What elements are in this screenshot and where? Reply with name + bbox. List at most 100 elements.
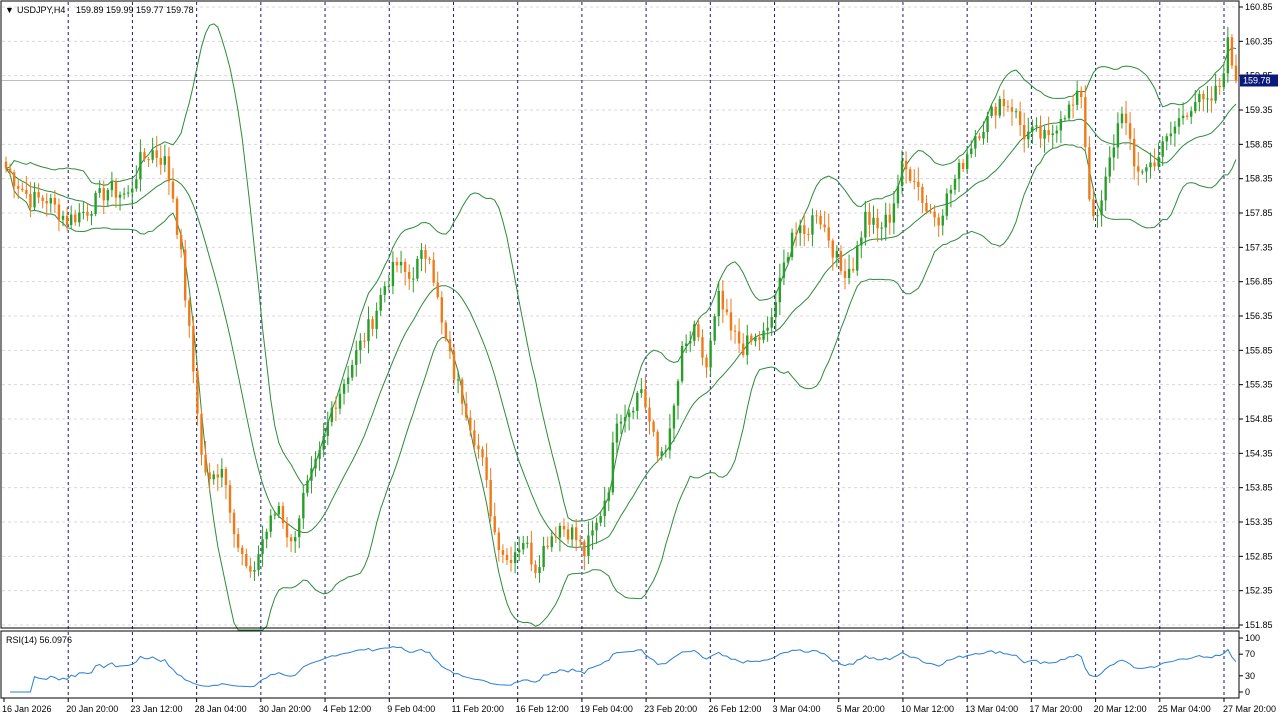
- candle: [746, 324, 749, 365]
- candle: [473, 419, 476, 452]
- current-price-tag: 159.78: [1240, 74, 1278, 87]
- candle: [1214, 73, 1217, 104]
- candle: [1120, 106, 1124, 129]
- candle: [440, 291, 443, 335]
- candle: [729, 298, 733, 341]
- candle: [835, 245, 839, 268]
- candle: [990, 103, 993, 119]
- candle: [1027, 117, 1030, 148]
- candle: [680, 341, 684, 384]
- candle: [82, 201, 85, 220]
- rsi-tick-label: 70: [1245, 649, 1255, 659]
- candle: [717, 281, 720, 327]
- candle: [1116, 112, 1120, 159]
- candle: [330, 401, 334, 427]
- candle: [1006, 100, 1010, 112]
- candle: [1189, 106, 1193, 125]
- price-tick-label: 157.85: [1245, 208, 1273, 218]
- candle: [1063, 115, 1067, 122]
- candle: [1165, 133, 1168, 151]
- rsi-tick-label: 100: [1245, 633, 1260, 643]
- candle: [1023, 112, 1026, 153]
- candle: [1108, 146, 1111, 183]
- time-tick-label: 5 Mar 20:00: [837, 704, 885, 714]
- candle: [599, 511, 602, 527]
- candle: [69, 205, 73, 229]
- rsi-polyline: [10, 646, 1237, 693]
- candle: [888, 203, 892, 235]
- time-tick-label: 30 Jan 20:00: [259, 704, 311, 714]
- candle: [485, 443, 488, 489]
- candle: [212, 470, 215, 485]
- candle: [998, 95, 1001, 119]
- candle: [383, 281, 386, 303]
- candle: [847, 254, 851, 285]
- rsi-axis[interactable]: 100 70 30 0: [1239, 633, 1260, 697]
- candle: [37, 183, 40, 204]
- candle: [126, 185, 130, 198]
- candle: [102, 180, 105, 215]
- candle: [1210, 86, 1213, 113]
- candle: [693, 320, 696, 346]
- time-tick-label: 3 Mar 04:00: [773, 704, 821, 714]
- candle: [815, 210, 818, 224]
- candle: [908, 166, 912, 184]
- candle: [978, 132, 981, 141]
- candle: [501, 544, 505, 564]
- candle: [925, 195, 928, 215]
- candle: [1173, 121, 1177, 147]
- candle: [1071, 94, 1075, 119]
- candle: [228, 480, 232, 524]
- candle: [709, 332, 712, 377]
- candle: [733, 324, 737, 344]
- candle: [856, 240, 859, 276]
- candle: [1075, 80, 1079, 110]
- candle: [147, 157, 150, 168]
- candle: [224, 466, 228, 500]
- candle: [770, 307, 773, 336]
- candle: [827, 213, 830, 248]
- candle: [513, 541, 517, 574]
- price-tick-label: 155.35: [1245, 380, 1273, 390]
- candle: [961, 158, 965, 173]
- candle: [1169, 121, 1173, 146]
- price-tick-label: 158.35: [1245, 174, 1273, 184]
- candle: [326, 411, 329, 446]
- price-tick-label: 160.35: [1245, 36, 1273, 46]
- candle: [1059, 110, 1063, 144]
- candle: [623, 404, 627, 433]
- time-axis[interactable]: 16 Jan 2026 20 Jan 20:00 23 Jan 12:00 28 Ja…: [2, 698, 1276, 714]
- candle: [542, 536, 545, 571]
- candle: [636, 390, 639, 420]
- candle: [1080, 86, 1083, 109]
- candle: [465, 391, 468, 421]
- collapse-arrow-icon[interactable]: ▼: [5, 5, 14, 15]
- candle: [314, 451, 317, 477]
- candle: [758, 331, 761, 351]
- candle: [302, 485, 305, 530]
- candle: [493, 502, 496, 536]
- candle: [1096, 208, 1099, 228]
- day-separators: [67, 2, 1225, 697]
- candle: [953, 174, 957, 195]
- candle: [607, 487, 610, 512]
- candle: [970, 140, 973, 159]
- candle: [497, 527, 501, 562]
- candle: [306, 474, 309, 497]
- candle: [1218, 77, 1221, 95]
- candle: [1084, 85, 1087, 151]
- candle: [1055, 125, 1058, 143]
- candle: [367, 306, 370, 354]
- candle: [342, 378, 346, 405]
- candle: [823, 211, 826, 233]
- candle: [778, 263, 782, 316]
- rsi-tick-label: 30: [1245, 671, 1255, 681]
- candle: [338, 385, 342, 415]
- candle: [574, 518, 578, 552]
- candle: [41, 194, 44, 209]
- candle: [277, 502, 281, 519]
- time-tick-label: 26 Feb 12:00: [708, 704, 761, 714]
- candle: [1226, 26, 1230, 83]
